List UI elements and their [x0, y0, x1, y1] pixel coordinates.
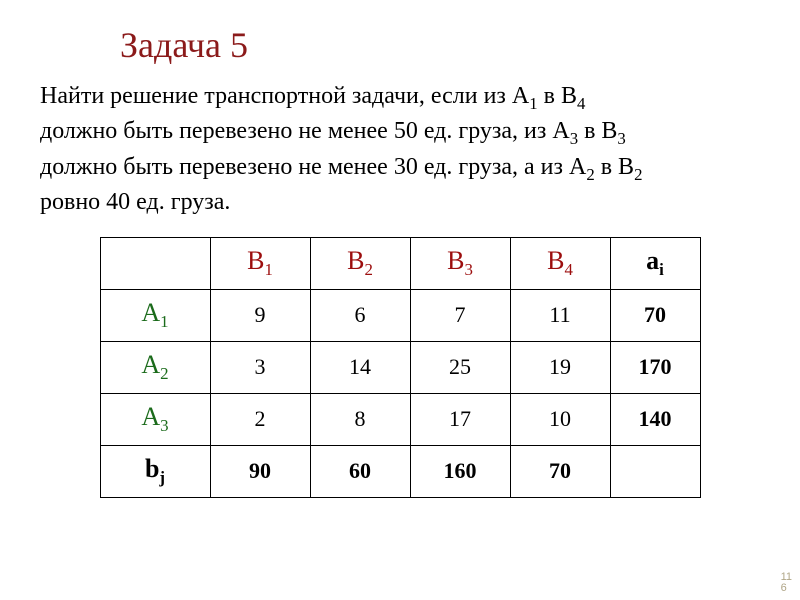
cell-demand-b4: 70 — [510, 445, 610, 497]
row-header-a2: А2 — [100, 341, 210, 393]
cell-demand-b3: 160 — [410, 445, 510, 497]
table-row: А1 9 6 7 11 70 — [100, 289, 700, 341]
bsub2: 2 — [364, 260, 372, 279]
table-row: А3 2 8 17 10 140 — [100, 393, 700, 445]
asym3: А — [141, 402, 160, 431]
cell-a3-b4: 10 — [510, 393, 610, 445]
col-header-b1: В1 — [210, 237, 310, 289]
problem-sub5: 2 — [586, 165, 594, 184]
cell-a2-b4: 19 — [510, 341, 610, 393]
corner-cell — [100, 237, 210, 289]
slide-container: Задача 5 Найти решение транспортной зада… — [0, 0, 800, 600]
asub1: 1 — [160, 312, 168, 331]
row-header-a3: А3 — [100, 393, 210, 445]
row-header-bj: bj — [100, 445, 210, 497]
problem-line2a: должно быть перевезено не менее 50 ед. г… — [40, 118, 570, 144]
table-row: А2 3 14 25 19 170 — [100, 341, 700, 393]
problem-line1a: Найти решение транспортной задачи, если … — [40, 83, 529, 109]
cell-a1-b4: 11 — [510, 289, 610, 341]
cell-a1-b1: 9 — [210, 289, 310, 341]
col-header-b3: В3 — [410, 237, 510, 289]
aisub: i — [659, 260, 664, 279]
table-container: В1 В2 В3 В4 ai А1 9 6 7 11 70 А2 3 14 25… — [40, 237, 760, 498]
problem-line4: ровно 40 ед. груза. — [40, 189, 230, 215]
problem-line3b: в В — [595, 154, 634, 180]
col-header-b2: В2 — [310, 237, 410, 289]
problem-text: Найти решение транспортной задачи, если … — [40, 80, 760, 219]
table-header-row: В1 В2 В3 В4 ai — [100, 237, 700, 289]
bsym3: В — [447, 246, 464, 275]
pagenum-bottom: 6 — [781, 582, 787, 594]
asym: a — [646, 246, 659, 275]
cell-a2-supply: 170 — [610, 341, 700, 393]
cell-a1-b3: 7 — [410, 289, 510, 341]
asym1: А — [141, 298, 160, 327]
bsub4: 4 — [564, 260, 572, 279]
asub2: 2 — [160, 364, 168, 383]
bsym4: В — [547, 246, 564, 275]
cell-a3-b3: 17 — [410, 393, 510, 445]
cell-a1-b2: 6 — [310, 289, 410, 341]
problem-line1b: в В — [538, 83, 577, 109]
problem-line3a: должно быть перевезено не менее 30 ед. г… — [40, 154, 586, 180]
cell-demand-b2: 60 — [310, 445, 410, 497]
table-row: bj 90 60 160 70 — [100, 445, 700, 497]
cell-a3-b2: 8 — [310, 393, 410, 445]
bsub1: 1 — [264, 260, 272, 279]
bsymj: b — [145, 454, 159, 483]
asym2: А — [141, 350, 160, 379]
cell-demand-b1: 90 — [210, 445, 310, 497]
cell-a3-supply: 140 — [610, 393, 700, 445]
cell-a2-b2: 14 — [310, 341, 410, 393]
bjsub: j — [159, 468, 165, 487]
problem-line2b: в В — [578, 118, 617, 144]
asub3: 3 — [160, 416, 168, 435]
bsym2: В — [347, 246, 364, 275]
cell-a1-supply: 70 — [610, 289, 700, 341]
col-header-ai: ai — [610, 237, 700, 289]
problem-sub6: 2 — [634, 165, 642, 184]
bsym1: В — [247, 246, 264, 275]
problem-sub1: 1 — [529, 94, 537, 113]
page-number: 11 6 — [781, 572, 792, 594]
slide-title: Задача 5 — [120, 24, 760, 66]
problem-sub4: 3 — [617, 129, 625, 148]
cell-a2-b1: 3 — [210, 341, 310, 393]
row-header-a1: А1 — [100, 289, 210, 341]
problem-sub3: 3 — [570, 129, 578, 148]
cell-a3-b1: 2 — [210, 393, 310, 445]
cell-empty — [610, 445, 700, 497]
cell-a2-b3: 25 — [410, 341, 510, 393]
bsub3: 3 — [464, 260, 472, 279]
transport-table: В1 В2 В3 В4 ai А1 9 6 7 11 70 А2 3 14 25… — [100, 237, 701, 498]
problem-sub2: 4 — [577, 94, 585, 113]
col-header-b4: В4 — [510, 237, 610, 289]
